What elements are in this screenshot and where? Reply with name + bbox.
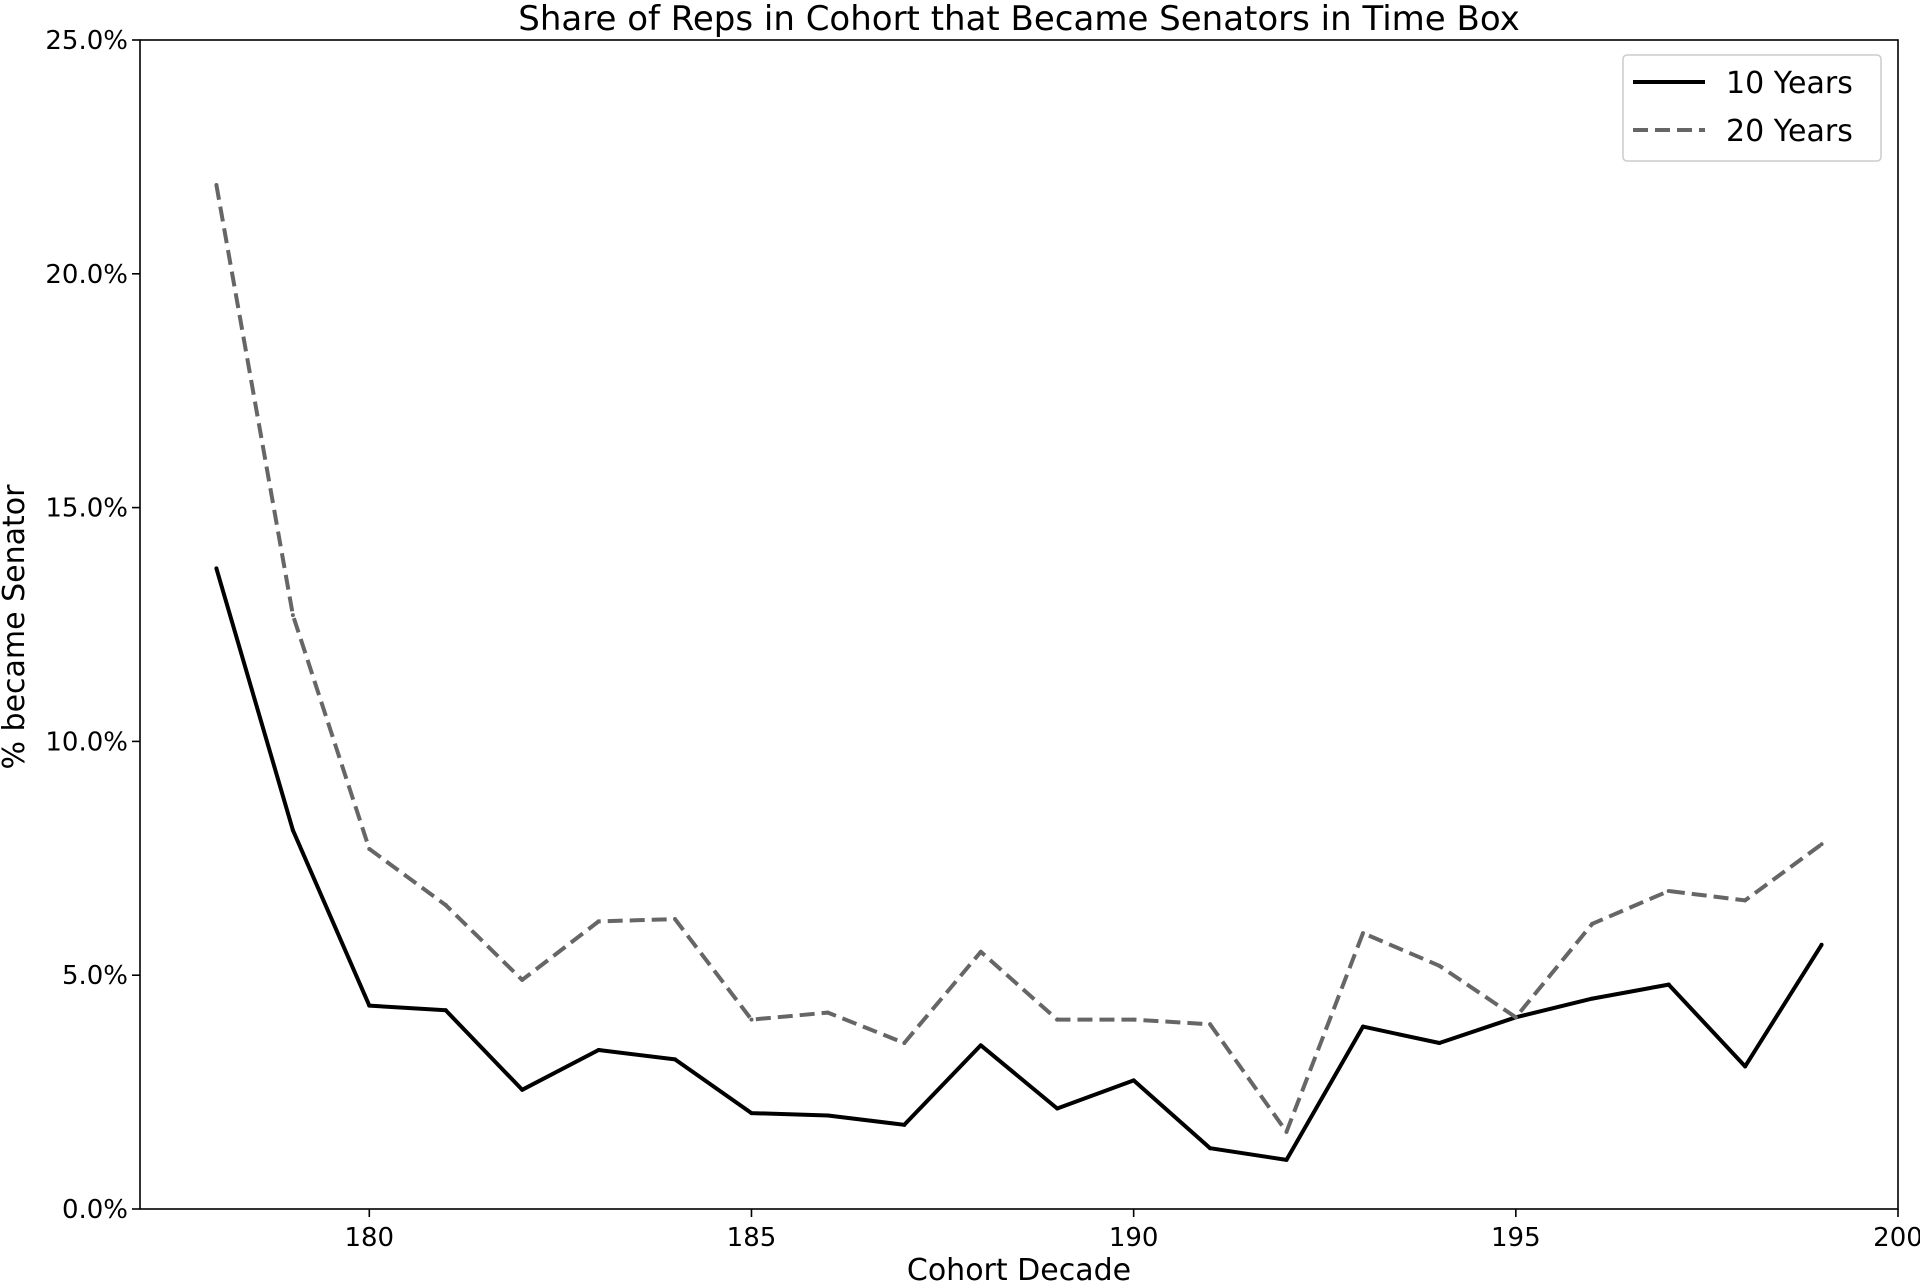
data-point (443, 903, 448, 908)
data-point (1284, 1157, 1289, 1162)
legend: 10 Years 20 Years (1622, 54, 1882, 162)
data-point (749, 1017, 754, 1022)
series-layer (214, 182, 1824, 1162)
plot-frame (139, 39, 1899, 1210)
y-axis-label: % became Senator (0, 484, 32, 770)
y-tick-label: 15.0% (45, 494, 128, 524)
series-points-10-years (214, 566, 1824, 1162)
x-axis-label: Cohort Decade (907, 1253, 1131, 1281)
data-point (1055, 1106, 1060, 1111)
data-point (290, 828, 295, 833)
axes-layer: 180 185 190 195 200 0.0% 5.0% 10.0% 15.0% 20.0% 25… (45, 26, 1920, 1253)
data-point (749, 1111, 754, 1116)
data-point (1284, 1129, 1289, 1134)
data-point (520, 1087, 525, 1092)
data-point (673, 1057, 678, 1062)
data-point (1131, 1078, 1136, 1083)
series-points-20-years (214, 182, 1824, 1134)
x-tick-label: 180 (344, 1223, 394, 1253)
x-tick-label: 185 (727, 1223, 777, 1253)
data-point (1055, 1017, 1060, 1022)
plot-area (139, 39, 1899, 1210)
data-point (1590, 996, 1595, 1001)
legend-label: 20 Years (1726, 114, 1853, 149)
y-tick-label: 0.0% (62, 1195, 128, 1225)
data-point (673, 917, 678, 922)
data-point (1743, 1064, 1748, 1069)
data-point (1208, 1146, 1213, 1151)
data-point (825, 1010, 830, 1015)
data-point (978, 1043, 983, 1048)
data-point (1743, 898, 1748, 903)
data-point (1819, 942, 1824, 947)
data-point (596, 919, 601, 924)
data-point (825, 1113, 830, 1118)
y-tick-label: 20.0% (45, 260, 128, 290)
data-point (443, 1008, 448, 1013)
data-point (520, 977, 525, 982)
data-point (1360, 1024, 1365, 1029)
data-point (1131, 1017, 1136, 1022)
data-point (1437, 1041, 1442, 1046)
data-point (1590, 921, 1595, 926)
data-point (1666, 889, 1671, 894)
x-tick-label: 195 (1491, 1223, 1541, 1253)
y-tick-label: 10.0% (45, 727, 128, 757)
data-point (214, 182, 219, 187)
y-tick-label: 5.0% (62, 961, 128, 991)
data-point (1208, 1022, 1213, 1027)
data-point (596, 1048, 601, 1053)
data-point (367, 1003, 372, 1008)
data-point (902, 1122, 907, 1127)
legend-label: 10 Years (1726, 66, 1853, 101)
y-tick-label: 25.0% (45, 26, 128, 56)
x-tick-label: 190 (1109, 1223, 1159, 1253)
data-point (902, 1041, 907, 1046)
chart-title: Share of Reps in Cohort that Became Sena… (518, 0, 1519, 39)
data-point (214, 566, 219, 571)
data-point (367, 846, 372, 851)
data-point (978, 949, 983, 954)
data-point (290, 613, 295, 618)
data-point (1666, 982, 1671, 987)
x-tick-label: 200 (1873, 1223, 1920, 1253)
data-point (1437, 963, 1442, 968)
data-point (1513, 1015, 1518, 1020)
data-point (1360, 931, 1365, 936)
data-point (1819, 842, 1824, 847)
series-line-10-years (214, 567, 1824, 1162)
series-line-20-years (214, 184, 1823, 1134)
